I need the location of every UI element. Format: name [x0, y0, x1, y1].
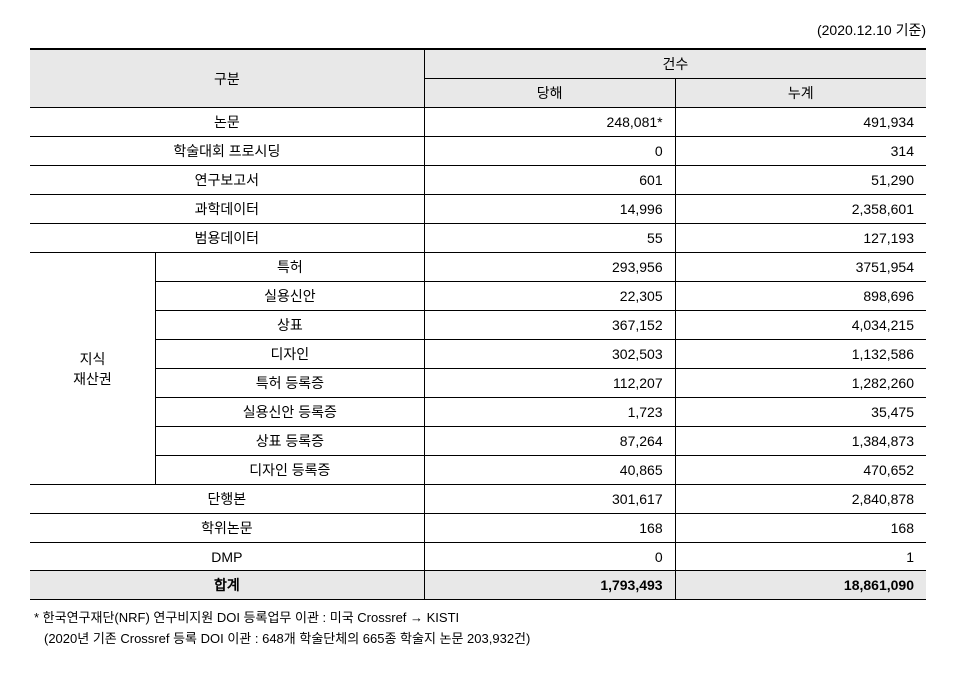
cell-label: 특허 등록증: [155, 369, 424, 398]
cell-total: 3751,954: [675, 253, 926, 282]
table-row: 디자인 등록증 40,865 470,652: [30, 456, 926, 485]
cell-label: DMP: [30, 543, 424, 571]
cell-total: 1,132,586: [675, 340, 926, 369]
cell-label: 논문: [30, 108, 424, 137]
cell-label: 단행본: [30, 485, 424, 514]
cell-current: 1,723: [424, 398, 675, 427]
cell-total: 1: [675, 543, 926, 571]
header-total: 누계: [675, 79, 926, 108]
cell-total: 1,282,260: [675, 369, 926, 398]
cell-label: 연구보고서: [30, 166, 424, 195]
table-row: 학술대회 프로시딩 0 314: [30, 137, 926, 166]
table-row: 학위논문 168 168: [30, 514, 926, 543]
table-row: 범용데이터 55 127,193: [30, 224, 926, 253]
header-row-1: 구분 건수: [30, 49, 926, 79]
cell-total: 898,696: [675, 282, 926, 311]
cell-label: 실용신안 등록증: [155, 398, 424, 427]
cell-total: 127,193: [675, 224, 926, 253]
cell-current: 0: [424, 137, 675, 166]
cell-total: 18,861,090: [675, 571, 926, 600]
footnote-line-2: (2020년 기존 Crossref 등록 DOI 이관 : 648개 학술단체…: [34, 629, 926, 650]
cell-total: 2,840,878: [675, 485, 926, 514]
table-row: 단행본 301,617 2,840,878: [30, 485, 926, 514]
cell-current: 55: [424, 224, 675, 253]
cell-label: 과학데이터: [30, 195, 424, 224]
cell-ip-group: 지식 재산권: [30, 253, 155, 485]
table-row: 특허 등록증 112,207 1,282,260: [30, 369, 926, 398]
header-count-group: 건수: [424, 49, 926, 79]
cell-total: 1,384,873: [675, 427, 926, 456]
table-row: DMP 0 1: [30, 543, 926, 571]
cell-current: 0: [424, 543, 675, 571]
footnote: * 한국연구재단(NRF) 연구비지원 DOI 등록업무 이관 : 미국 Cro…: [30, 608, 926, 650]
header-category: 구분: [30, 49, 424, 108]
cell-current: 248,081*: [424, 108, 675, 137]
cell-label: 합계: [30, 571, 424, 600]
cell-current: 293,956: [424, 253, 675, 282]
table-row: 상표 등록증 87,264 1,384,873: [30, 427, 926, 456]
date-note: (2020.12.10 기준): [30, 20, 926, 40]
cell-total: 35,475: [675, 398, 926, 427]
table-row: 실용신안 22,305 898,696: [30, 282, 926, 311]
cell-current: 87,264: [424, 427, 675, 456]
cell-current: 22,305: [424, 282, 675, 311]
cell-label: 디자인: [155, 340, 424, 369]
cell-current: 168: [424, 514, 675, 543]
cell-label: 범용데이터: [30, 224, 424, 253]
cell-label: 학위논문: [30, 514, 424, 543]
cell-total: 491,934: [675, 108, 926, 137]
cell-total: 4,034,215: [675, 311, 926, 340]
table-row: 디자인 302,503 1,132,586: [30, 340, 926, 369]
table-row-total: 합계 1,793,493 18,861,090: [30, 571, 926, 600]
cell-total: 51,290: [675, 166, 926, 195]
cell-current: 40,865: [424, 456, 675, 485]
cell-label: 학술대회 프로시딩: [30, 137, 424, 166]
cell-total: 314: [675, 137, 926, 166]
cell-total: 168: [675, 514, 926, 543]
cell-total: 2,358,601: [675, 195, 926, 224]
table-row: 과학데이터 14,996 2,358,601: [30, 195, 926, 224]
cell-current: 301,617: [424, 485, 675, 514]
footnote-line-1: * 한국연구재단(NRF) 연구비지원 DOI 등록업무 이관 : 미국 Cro…: [34, 608, 926, 629]
table-row: 지식 재산권 특허 293,956 3751,954: [30, 253, 926, 282]
cell-label: 디자인 등록증: [155, 456, 424, 485]
cell-current: 112,207: [424, 369, 675, 398]
header-current: 당해: [424, 79, 675, 108]
table-row: 논문 248,081* 491,934: [30, 108, 926, 137]
cell-label: 특허: [155, 253, 424, 282]
cell-label: 실용신안: [155, 282, 424, 311]
cell-current: 1,793,493: [424, 571, 675, 600]
cell-current: 601: [424, 166, 675, 195]
cell-current: 14,996: [424, 195, 675, 224]
table-row: 연구보고서 601 51,290: [30, 166, 926, 195]
cell-label: 상표 등록증: [155, 427, 424, 456]
table-row: 상표 367,152 4,034,215: [30, 311, 926, 340]
table-row: 실용신안 등록증 1,723 35,475: [30, 398, 926, 427]
cell-label: 상표: [155, 311, 424, 340]
data-table: 구분 건수 당해 누계 논문 248,081* 491,934 학술대회 프로시…: [30, 48, 926, 600]
cell-current: 367,152: [424, 311, 675, 340]
cell-total: 470,652: [675, 456, 926, 485]
cell-current: 302,503: [424, 340, 675, 369]
